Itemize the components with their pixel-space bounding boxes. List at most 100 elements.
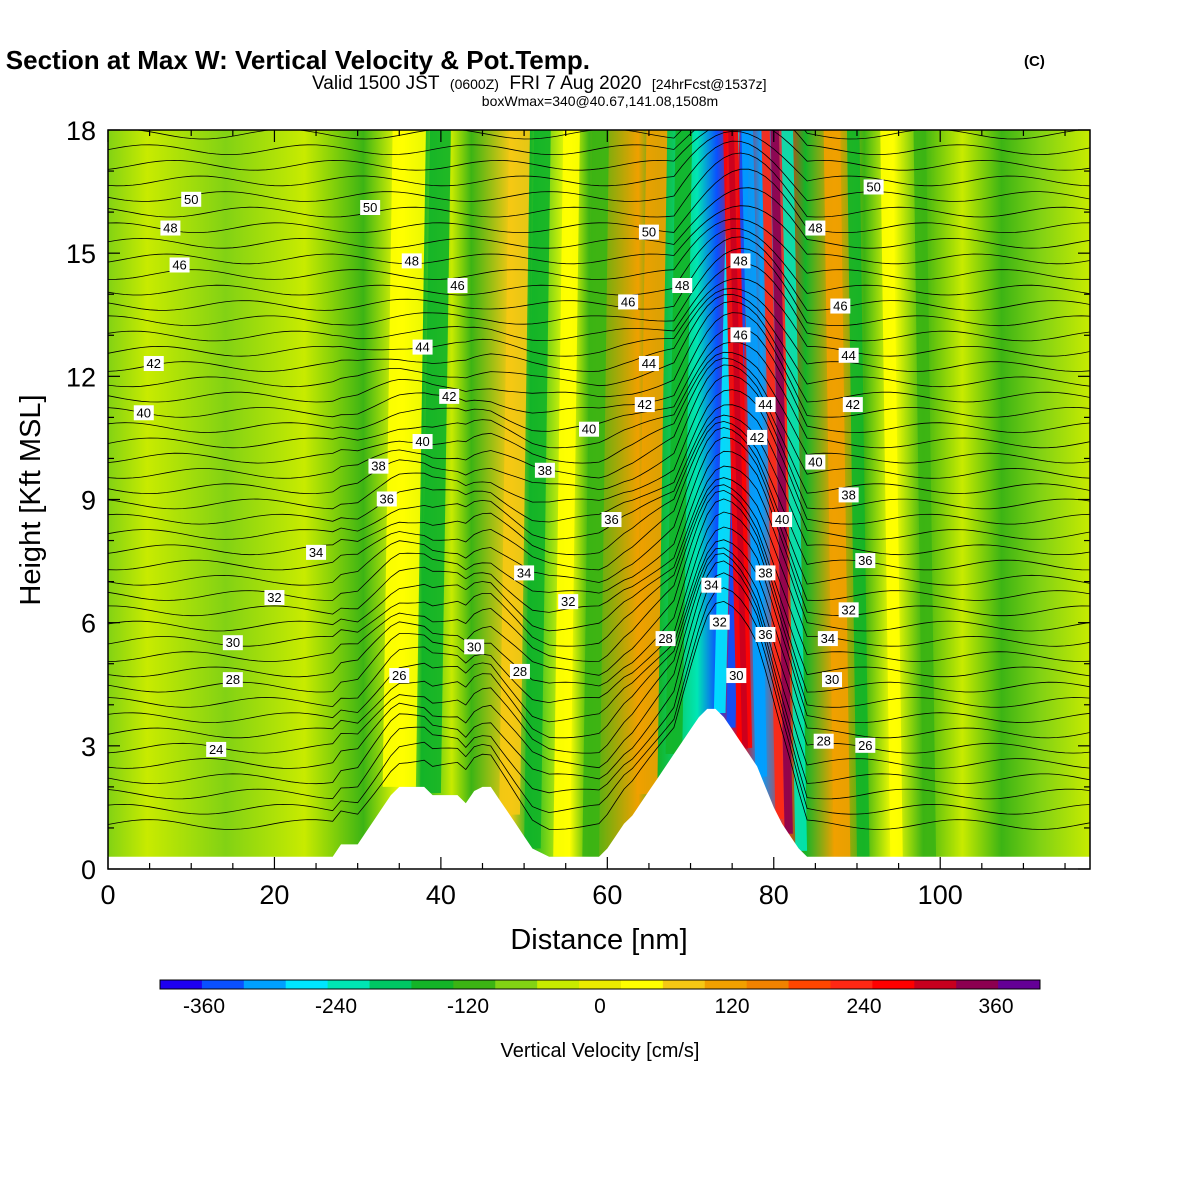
colorbar-tick-label: 0 (594, 995, 606, 1018)
colorbar-swatch (243, 980, 287, 989)
contour-label: 50 (863, 179, 884, 195)
contour-label: 28 (509, 663, 530, 679)
pot-temp-contours (108, 130, 1090, 830)
colorbar-swatch (956, 980, 999, 989)
chart-subtitle: Valid 1500 JST (0600Z) FRI 7 Aug 2020 [2… (312, 73, 767, 94)
contour-label: 46 (618, 294, 639, 310)
svg-text:28: 28 (226, 672, 240, 687)
contour-label: 36 (601, 512, 622, 528)
contour-label: 42 (634, 397, 655, 413)
contour-label: 38 (534, 462, 555, 478)
pot-temp-line (108, 572, 1090, 800)
colorbar-swatch (872, 980, 915, 989)
pot-temp-line (108, 262, 1090, 342)
colorbar-swatch (327, 980, 371, 989)
y-axis-label: Height [Kft MSL] (15, 394, 47, 605)
contour-label: 48 (730, 253, 751, 269)
colorbar-swatch (160, 980, 203, 989)
contour-label: 26 (389, 668, 410, 684)
velocity-band (524, 130, 551, 849)
velocity-band (420, 130, 451, 794)
pot-temp-line (108, 218, 1090, 280)
subtitle-date: FRI 7 Aug 2020 (509, 73, 641, 94)
svg-text:30: 30 (467, 639, 481, 654)
contour-label: 46 (447, 278, 468, 294)
contour-label: 26 (855, 737, 876, 753)
contour-label: 28 (655, 631, 676, 647)
velocity-band (728, 130, 748, 749)
x-tick-label: 20 (259, 880, 289, 910)
chart-title-mark: (C) (1024, 53, 1045, 70)
pot-temp-line (108, 152, 1090, 218)
subtitle-zulu: (0600Z) (450, 76, 499, 92)
contour-label: 32 (558, 594, 579, 610)
svg-text:48: 48 (808, 221, 822, 236)
contour-label: 44 (755, 397, 776, 413)
contour-label: 38 (838, 487, 859, 503)
contour-label: 32 (709, 614, 730, 630)
pot-temp-line (108, 312, 1090, 418)
contour-label: 46 (830, 298, 851, 314)
pot-temp-line (108, 247, 1090, 327)
contour-label: 30 (726, 668, 747, 684)
colorbar-swatch (998, 980, 1041, 989)
pot-temp-line (108, 465, 1090, 632)
pot-temp-line (108, 351, 1090, 464)
contour-label: 42 (143, 356, 164, 372)
svg-text:36: 36 (858, 553, 872, 568)
contour-label: 34 (514, 565, 535, 581)
contour-label: 42 (439, 388, 460, 404)
pot-temp-line (108, 130, 1090, 156)
pot-temp-line (108, 205, 1090, 265)
svg-text:42: 42 (442, 389, 456, 404)
colorbar-tick-label: 240 (846, 995, 881, 1018)
contour-label: 50 (181, 191, 202, 207)
contour-label: 48 (805, 220, 826, 236)
pot-temp-line (108, 277, 1090, 357)
contour-label: 40 (579, 421, 600, 437)
svg-text:46: 46 (450, 278, 464, 293)
y-tick-label: 3 (81, 732, 96, 762)
x-axis: 0 20 40 60 80 100 (100, 130, 1066, 910)
contour-label: 46 (169, 257, 190, 273)
y-tick-label: 15 (66, 239, 96, 269)
svg-text:44: 44 (415, 340, 429, 355)
contour-label: 42 (747, 429, 768, 445)
contour-label: 36 (376, 491, 397, 507)
svg-text:50: 50 (363, 200, 377, 215)
velocity-band (382, 130, 426, 787)
contour-label: 44 (412, 339, 433, 355)
colorbar-tick-label: -240 (315, 995, 357, 1018)
velocity-band (636, 130, 668, 795)
colorbar-swatch (620, 980, 664, 989)
svg-text:34: 34 (821, 631, 835, 646)
colorbar-swatch (746, 980, 790, 989)
contour-labels: 50 48 46 42 40 34 32 30 28 24 50 48 46 44 42 40 38 36 26 30… (133, 179, 884, 757)
svg-text:32: 32 (712, 615, 726, 630)
y-tick-label: 18 (66, 116, 96, 146)
velocity-band (913, 130, 937, 857)
contour-label: 28 (222, 672, 243, 688)
pot-temp-line (108, 489, 1090, 678)
pot-temp-line (108, 140, 1090, 202)
svg-text:34: 34 (704, 578, 718, 593)
contour-label: 30 (822, 672, 843, 688)
colorbar-swatch (285, 980, 329, 989)
pot-temp-line (108, 450, 1090, 617)
colorbar-swatch (830, 980, 873, 989)
pot-temp-line (108, 293, 1090, 388)
svg-text:40: 40 (137, 405, 151, 420)
colorbar-swatch (914, 980, 957, 989)
colorbar-swatch (201, 980, 245, 989)
colorbar-swatch (579, 980, 622, 989)
svg-text:34: 34 (309, 545, 323, 560)
svg-text:48: 48 (733, 253, 747, 268)
contour-label: 42 (842, 397, 863, 413)
svg-text:32: 32 (267, 590, 281, 605)
contour-label: 44 (838, 347, 859, 363)
plot-area: 50 48 46 42 40 34 32 30 28 24 50 48 46 44 42 40 38 36 26 30… (107, 129, 1091, 870)
contour-label: 24 (206, 741, 227, 757)
subtitle-valid: Valid 1500 JST (312, 73, 440, 94)
pot-temp-line (108, 168, 1090, 234)
